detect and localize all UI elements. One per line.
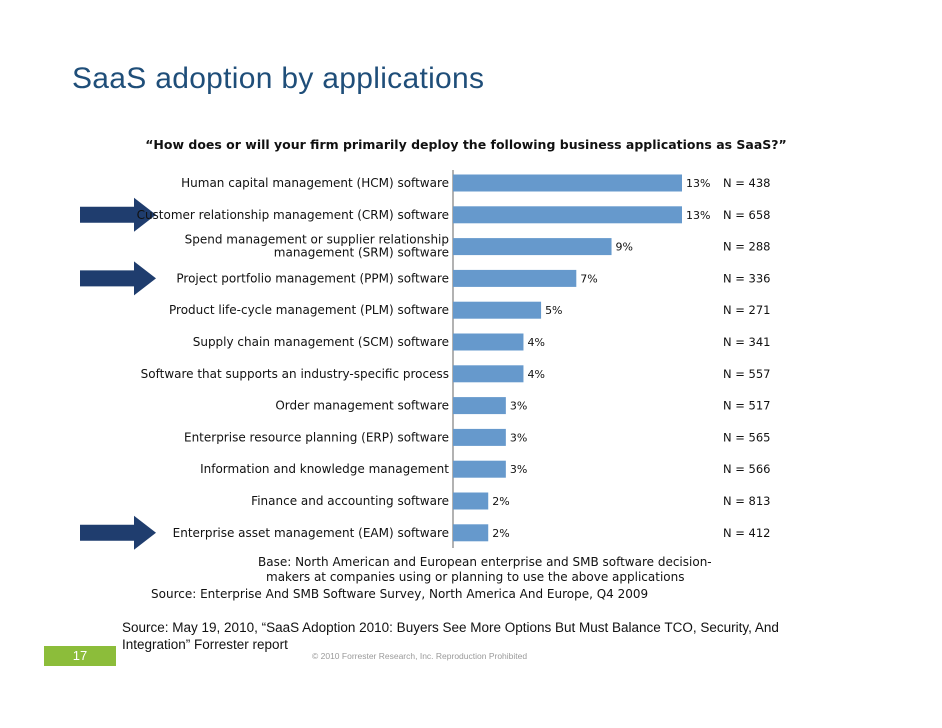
- value-label: 13%: [686, 177, 710, 190]
- value-label: 13%: [686, 209, 710, 222]
- sample-size-label: N = 517: [723, 399, 771, 413]
- category-label: Software that supports an industry-speci…: [141, 367, 449, 381]
- category-label: Information and knowledge management: [200, 462, 449, 476]
- page-number: 17: [44, 646, 116, 666]
- slide-title: SaaS adoption by applications: [72, 62, 485, 95]
- value-label: 7%: [580, 272, 597, 285]
- sample-size-label: N = 288: [723, 240, 771, 254]
- sample-size-label: N = 557: [723, 367, 771, 381]
- sample-size-label: N = 412: [723, 526, 771, 540]
- category-label: Customer relationship management (CRM) s…: [137, 208, 449, 222]
- category-label: Supply chain management (SCM) software: [193, 335, 449, 349]
- value-label: 2%: [492, 495, 509, 508]
- bar: [453, 492, 489, 510]
- category-label: Finance and accounting software: [251, 494, 449, 508]
- bar: [453, 269, 577, 287]
- bar: [453, 460, 506, 478]
- bar: [453, 428, 506, 446]
- value-label: 3%: [510, 400, 527, 413]
- sample-size-label: N = 658: [723, 208, 771, 222]
- value-label: 4%: [527, 336, 544, 349]
- sample-size-label: N = 336: [723, 271, 771, 285]
- category-label: Product life-cycle management (PLM) soft…: [169, 303, 449, 317]
- bar: [453, 301, 542, 319]
- chart-source: Source: Enterprise And SMB Software Surv…: [151, 587, 648, 601]
- sample-size-label: N = 438: [723, 176, 771, 190]
- category-label: Spend management or supplier relationshi…: [185, 233, 449, 260]
- highlight-arrow-icon: [80, 197, 156, 232]
- category-label: Enterprise asset management (EAM) softwa…: [173, 526, 449, 540]
- highlight-arrow-icon: [80, 261, 156, 296]
- value-label: 3%: [510, 463, 527, 476]
- value-label: 9%: [616, 241, 633, 254]
- sample-size-label: N = 565: [723, 430, 771, 444]
- value-label: 3%: [510, 431, 527, 444]
- value-label: 2%: [492, 527, 509, 540]
- category-label: Order management software: [275, 399, 449, 413]
- chart-question: “How does or will your firm primarily de…: [145, 137, 787, 152]
- bar: [453, 174, 682, 192]
- bar: [453, 206, 682, 224]
- sample-size-label: N = 271: [723, 303, 771, 317]
- base-note-line-2: makers at companies using or planning to…: [266, 570, 685, 584]
- category-label: Human capital management (HCM) software: [181, 176, 449, 190]
- value-label: 4%: [527, 368, 544, 381]
- sample-size-label: N = 566: [723, 462, 771, 476]
- category-label: Project portfolio management (PPM) softw…: [176, 271, 449, 285]
- base-note-line-1: Base: North American and European enterp…: [258, 555, 712, 569]
- sample-size-label: N = 813: [723, 494, 771, 508]
- copyright-notice: © 2010 Forrester Research, Inc. Reproduc…: [312, 651, 528, 661]
- category-label: Enterprise resource planning (ERP) softw…: [184, 430, 449, 444]
- bar: [453, 333, 524, 351]
- bar: [453, 524, 489, 542]
- bar: [453, 365, 524, 383]
- value-label: 5%: [545, 304, 562, 317]
- sample-size-label: N = 341: [723, 335, 771, 349]
- bar: [453, 238, 612, 256]
- highlight-arrow-icon: [80, 515, 156, 550]
- source-note: Source: May 19, 2010, “SaaS Adoption 201…: [122, 620, 779, 652]
- bar: [453, 397, 506, 415]
